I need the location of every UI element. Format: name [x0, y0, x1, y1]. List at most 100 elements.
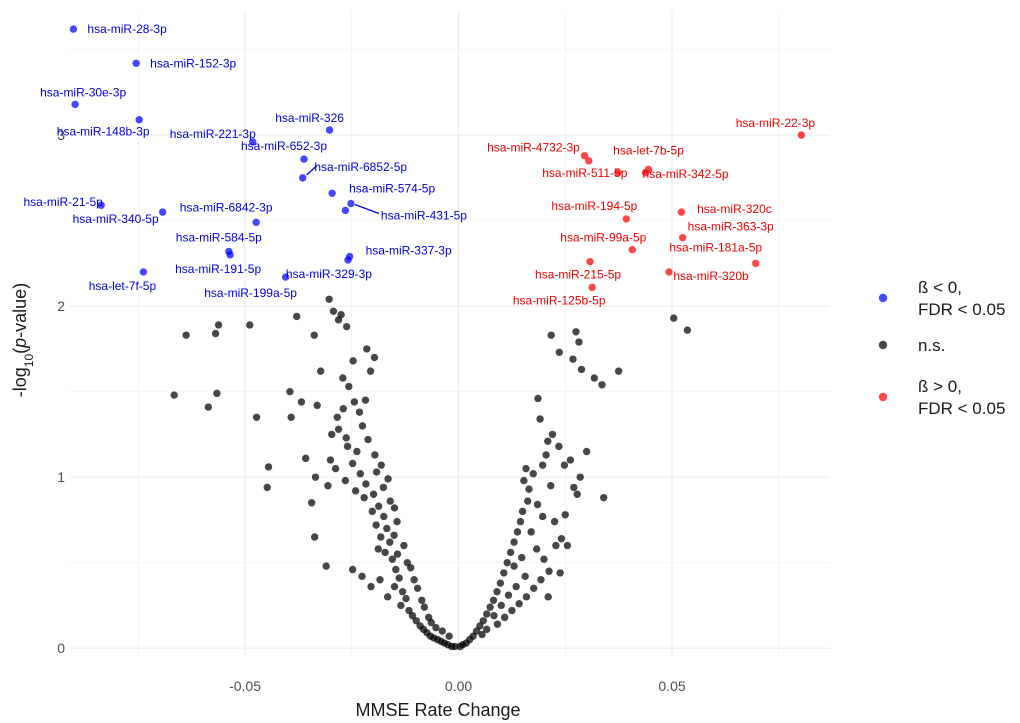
label-connector [306, 165, 318, 176]
point-label: hsa-miR-152-3p [150, 56, 236, 70]
point-label: hsa-miR-431-5p [381, 209, 467, 223]
ns-point [403, 558, 412, 567]
ns-point [547, 331, 555, 339]
ns-point [420, 603, 429, 611]
ns-point [566, 456, 575, 464]
ns-point [214, 321, 223, 329]
ns-point [334, 316, 343, 324]
point-label: hsa-miR-363-3p [688, 220, 774, 234]
ns-point [287, 413, 295, 421]
point-label: hsa-miR-181a-5p [669, 240, 762, 254]
point-label: hsa-miR-215-5p [535, 268, 621, 282]
ns-point [504, 591, 513, 599]
ns-point [575, 338, 583, 346]
y-axis-title-subscript: 10 [22, 354, 36, 368]
point-label: hsa-miR-337-3p [366, 244, 452, 258]
point-label: hsa-miR-221-3p [170, 127, 256, 141]
ns-point [410, 576, 418, 584]
ns-point [614, 367, 623, 375]
label-connector [354, 203, 380, 215]
neg-point [226, 251, 234, 259]
point-label: hsa-miR-99a-5p [560, 231, 646, 245]
ns-point [537, 576, 545, 584]
pos-point [586, 257, 594, 266]
ns-point [572, 328, 580, 336]
point-label: hsa-miR-21-5p [23, 195, 103, 209]
neg-point [249, 138, 257, 146]
y-axis-title-open: ( [10, 348, 30, 354]
ns-point [204, 403, 213, 411]
pos-point [614, 169, 622, 177]
ns-point [368, 507, 376, 516]
legend-label-neg: FDR < 0.05 [918, 300, 1005, 319]
y-axis-title-italic: p [10, 338, 30, 349]
ns-point [538, 512, 547, 521]
ns-point [364, 435, 372, 444]
ns-point [333, 413, 341, 421]
ns-point [343, 442, 352, 451]
ns-point [547, 481, 555, 490]
point-label: hsa-miR-320b [673, 269, 749, 283]
ns-point [513, 528, 522, 536]
neg-point [298, 174, 307, 182]
ns-point [360, 493, 368, 502]
ns-point [372, 521, 380, 529]
ns-point [381, 548, 389, 557]
ns-point [374, 545, 382, 553]
legend-key-pos [878, 392, 888, 402]
point-label: hsa-miR-574-5p [349, 181, 435, 195]
ns-point [395, 574, 403, 582]
ns-point [398, 588, 407, 596]
x-axis-title: MMSE Rate Change [355, 700, 520, 720]
neg-point [252, 218, 260, 227]
neg-point [344, 256, 352, 264]
ns-point [349, 357, 357, 365]
ns-point [556, 569, 564, 577]
ns-point [307, 499, 316, 507]
ns-point [331, 464, 340, 473]
ns-point [393, 550, 402, 558]
ns-point [438, 627, 447, 635]
y-axis-title-prefix: -log [10, 367, 30, 397]
ns-point [538, 461, 547, 469]
ns-point [328, 430, 336, 439]
ns-point [522, 593, 531, 601]
ns-point [311, 473, 320, 481]
pos-point [641, 169, 650, 177]
point-label: hsa-miR-6852-5p [314, 160, 407, 174]
ns-point [366, 367, 375, 375]
ns-point [390, 531, 398, 539]
ns-point [342, 434, 350, 442]
ns-point [348, 565, 357, 574]
neg-point [281, 273, 290, 281]
ns-point [324, 481, 332, 490]
point-label: hsa-miR-511-5p [542, 166, 627, 180]
ns-point [325, 295, 333, 303]
ns-point [506, 548, 515, 557]
ns-point [301, 454, 310, 463]
neg-point [325, 126, 334, 134]
point-label: hsa-miR-28-3p [87, 22, 167, 36]
ns-point [374, 502, 383, 510]
ns-point [392, 565, 400, 574]
neg-point [158, 208, 167, 216]
grid [70, 12, 830, 655]
ns-point [329, 307, 338, 315]
ns-point [518, 553, 526, 562]
point-label: hsa-miR-22-3p [736, 116, 816, 130]
neg-point [69, 25, 78, 33]
pos-point [677, 208, 686, 216]
pos-point [628, 246, 637, 254]
neg-point [139, 268, 148, 276]
point-label: hsa-miR-340-5p [73, 212, 159, 226]
ns-point [522, 464, 530, 473]
ns-point [510, 538, 518, 546]
point-label: hsa-miR-584-5p [176, 230, 262, 244]
ns-point [545, 567, 553, 575]
ns-point [377, 533, 385, 541]
ns-point [497, 601, 505, 610]
ns-point [493, 620, 502, 628]
y-tick-label: 1 [57, 469, 65, 485]
ns-point [529, 470, 537, 478]
